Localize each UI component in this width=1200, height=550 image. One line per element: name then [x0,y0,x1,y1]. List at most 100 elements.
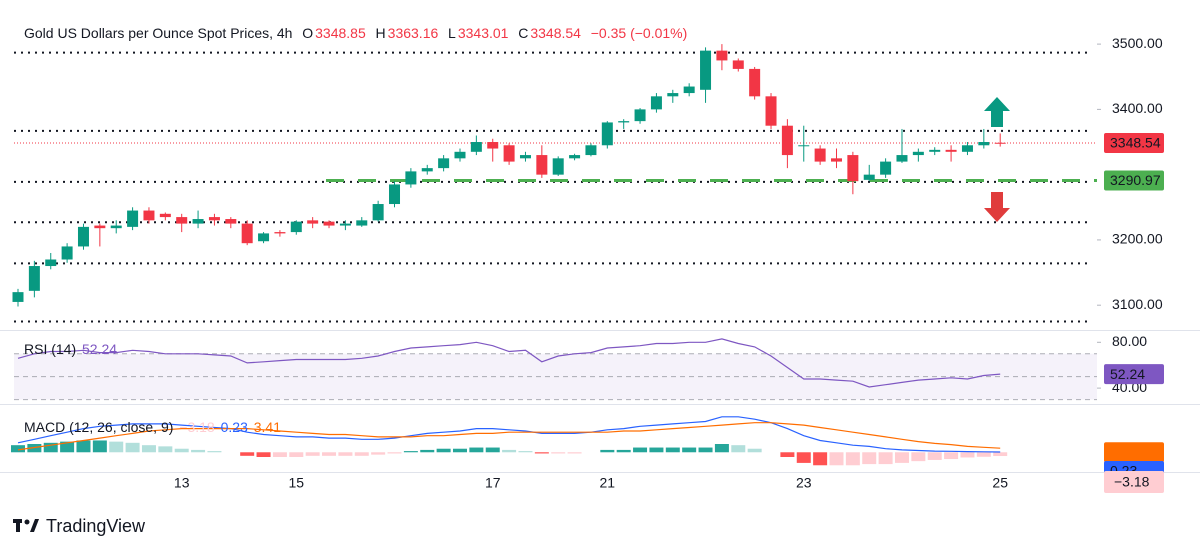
x-tick-label: 17 [485,475,501,491]
macd-histogram-bar [256,452,271,457]
macd-value: 0.23 [220,419,248,435]
macd-histogram-bar [436,448,451,453]
candle-body [159,213,171,218]
candle-body [961,145,973,152]
candle-body [814,148,826,162]
candle-body [45,259,57,267]
macd-histogram-bar [567,452,582,454]
candle-body [61,246,73,260]
rsi-title: RSI (14) [24,341,77,357]
y-tick-label: 3500.00 [1112,35,1163,51]
legend-letter: L [448,25,456,41]
macd-histogram-bar [780,452,795,457]
macd-histogram-bar [420,449,435,453]
macd-histogram-bar [76,440,91,453]
candle-body [601,122,613,146]
candle-body [978,142,990,146]
candle-body [28,266,40,291]
macd-histogram-bar [403,451,418,453]
legend-low: 3343.01 [457,25,509,41]
price-tag [1104,364,1164,385]
candle-body [847,155,859,182]
macd-histogram-bar [845,452,860,466]
macd-histogram-bar [354,452,369,456]
candle-body [323,221,335,226]
candle-body [127,210,139,227]
legend-letter: H [375,25,386,41]
candle-body [831,158,842,162]
macd-histogram-bar [747,448,762,453]
macd-histogram-bar [911,452,926,462]
candle-body [781,125,793,156]
candle-body [389,184,401,205]
candle-body [716,50,728,61]
macd-histogram-bar [27,444,42,453]
rsi-legend: RSI (14) 52.24 [24,341,119,357]
candle-body [438,158,450,169]
macd-histogram-bar [894,452,909,463]
candle-body [274,232,286,234]
brand: TradingView [46,516,146,536]
macd-histogram-bar [731,445,746,453]
macd-histogram-bar [600,449,615,453]
macd-histogram-bar [272,452,287,457]
candle-body [12,292,24,302]
candle-body [536,155,548,175]
candle-body [798,145,810,147]
price-tag [1104,170,1164,191]
macd-histogram-bar [714,444,729,453]
macd-histogram-bar [862,452,877,465]
candle-body [569,155,581,159]
rsi-value: 52.24 [82,341,118,357]
candle-body [634,109,646,122]
macd-histogram-bar [665,447,680,453]
price-tag-label: −3.18 [1114,474,1150,490]
candle-body [880,161,892,175]
macd-histogram-bar [158,446,173,453]
legend-open: 3348.85 [315,25,366,41]
macd-histogram-bar [534,452,549,454]
rsi-line [17,338,1001,388]
legend-title: Gold US Dollars per Ounce Spot Prices, 4… [24,25,293,41]
macd-line [17,416,1001,453]
macd-histogram-bar [813,452,828,466]
macd-histogram-bar [698,447,713,453]
macd-legend: MACD (12, 26, close, 9) −3.18 0.23 3.41 [24,419,283,435]
up-arrow [984,97,1010,127]
macd-histogram-bar [518,451,533,453]
macd-histogram-bar [927,452,942,460]
macd-histogram-bar [322,452,337,456]
candle-body [503,145,515,162]
candle-body [650,96,662,110]
macd-histogram-bar [682,447,697,453]
macd-signal-value: 3.41 [253,419,281,435]
macd-histogram-bar [976,452,991,457]
candle-body [339,223,351,226]
candle-body [192,219,204,224]
macd-histogram-bar [829,452,844,466]
macd-histogram-bar [616,449,631,453]
candle-body [94,225,106,229]
price-tag [1104,132,1164,153]
candle-body [929,149,941,152]
candle-body [372,204,384,221]
macd-histogram-bar [141,445,156,453]
x-tick-label: 21 [600,475,616,491]
y-tick-label: 3400.00 [1112,100,1163,116]
y-tick-label: 3200.00 [1112,231,1163,247]
macd-histogram-bar [60,441,75,453]
candle-body [487,142,499,149]
legend-letter: O [302,25,314,41]
price-tag [1104,442,1164,463]
x-tick-label: 15 [289,475,305,491]
macd-histogram-bar [371,452,386,455]
macd-histogram-bar [240,452,255,456]
price-tag-label: 52.24 [1110,366,1145,382]
macd-histogram-bar [289,452,304,457]
macd-histogram-bar [796,452,811,463]
candle-body [863,174,875,180]
candle-body [667,93,679,97]
candle-body [225,219,237,224]
